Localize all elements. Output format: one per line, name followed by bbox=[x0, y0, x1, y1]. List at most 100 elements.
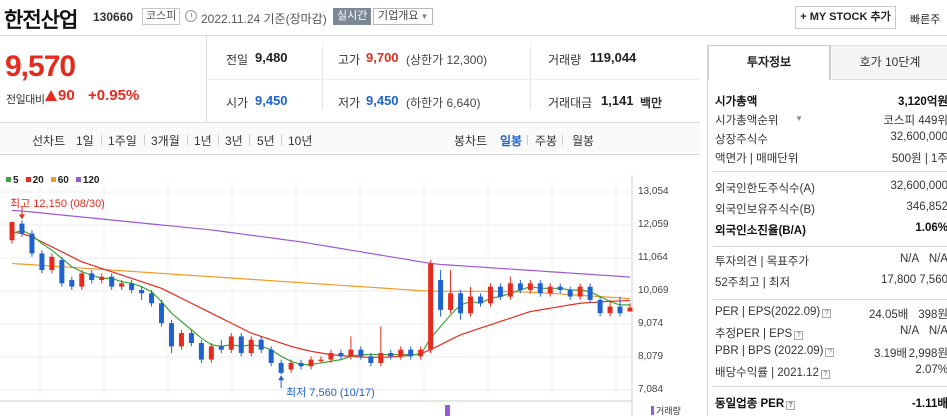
tab-1day[interactable]: 1일 bbox=[76, 134, 94, 148]
candle-body bbox=[89, 273, 95, 281]
ma20-line bbox=[11, 231, 631, 358]
candle-body bbox=[338, 352, 344, 357]
ma120-line bbox=[11, 209, 631, 278]
candle-body bbox=[527, 283, 533, 290]
candle-body bbox=[129, 283, 135, 290]
candle-body bbox=[149, 293, 155, 304]
foreign-row: 외국인보유주식수(B) 346,852 bbox=[713, 201, 947, 220]
stock-code: 130660 bbox=[93, 10, 134, 24]
candle-body bbox=[627, 307, 633, 312]
est-per-value: N/A bbox=[900, 325, 920, 337]
est-per-row: 추정PER | EPS? N/A N/A bbox=[713, 325, 947, 344]
ma60-line bbox=[11, 262, 631, 300]
quick-search-link[interactable]: 빠른주 bbox=[910, 14, 941, 26]
y-tick-label: 11,064 bbox=[638, 252, 668, 263]
candle-body bbox=[288, 362, 294, 370]
tab-monthly[interactable]: 월봉 bbox=[572, 134, 595, 148]
opinion-label: 투자의견 bbox=[715, 256, 758, 268]
info-label: 시가총액 bbox=[715, 96, 758, 108]
candle-body bbox=[218, 346, 224, 350]
tab-weekly[interactable]: 주봉 bbox=[535, 134, 558, 148]
candle-body bbox=[99, 276, 105, 281]
foreign-label: 외국인소진율(B/A) bbox=[715, 225, 806, 237]
candle-body bbox=[428, 263, 434, 350]
candle-body bbox=[398, 349, 404, 357]
help-icon[interactable]: ? bbox=[794, 331, 804, 340]
tab-daily[interactable]: 일봉 bbox=[500, 134, 523, 148]
info-label: 시가총액순위 bbox=[715, 115, 779, 127]
open-value: 9,450 bbox=[255, 93, 288, 108]
target-label: 목표주가 bbox=[766, 256, 810, 268]
candle-body bbox=[318, 359, 324, 362]
legend-label: 20 bbox=[32, 175, 44, 186]
high-marker-arrow bbox=[18, 214, 25, 220]
prev-value: 9,480 bbox=[255, 50, 288, 65]
tab-3month[interactable]: 3개월 bbox=[151, 134, 180, 148]
eps-value: 398원 bbox=[918, 309, 947, 321]
candle-body bbox=[378, 352, 384, 363]
candle-body bbox=[79, 273, 85, 287]
info-row: 액면가 | 매매단위 500원 | 1주 bbox=[713, 150, 947, 169]
sector-per-row: 동일업종 PER? -1.11배 bbox=[713, 395, 947, 414]
volume-value: 119,044 bbox=[590, 50, 637, 65]
chart-period-tabs: 선차트 1일 1주일 3개월 1년 3년 5년 10년 봉차트 일봉 주봉 월봉 bbox=[0, 122, 700, 155]
low-label: 저가 bbox=[338, 96, 361, 110]
low-value: 9,450 bbox=[366, 93, 399, 108]
legend-swatch bbox=[75, 177, 81, 182]
info-row: 상장주식수 32,600,000 bbox=[713, 131, 947, 150]
candle-body bbox=[547, 286, 553, 294]
divider bbox=[527, 135, 528, 145]
divider bbox=[322, 46, 323, 110]
candle-body bbox=[567, 289, 573, 297]
high-annotation: 최고 12,150 (08/30) bbox=[10, 198, 105, 210]
company-overview-button[interactable]: 기업개요 ▼ bbox=[373, 8, 434, 25]
legend-item-ma60[interactable]: 60 bbox=[50, 175, 69, 186]
week52-high: 17,800 bbox=[881, 274, 917, 286]
sector-per-label: 동일업종 PER bbox=[715, 398, 785, 410]
investment-info-panel: 투자정보 호가 10단계 투자의견 | 목표주가 N/A N/A 52주최고 |… bbox=[707, 45, 947, 416]
foreign-label: 외국인한도주식수(A) bbox=[715, 183, 815, 195]
company-overview-label: 기업개요 bbox=[378, 10, 419, 22]
candle-body bbox=[388, 352, 394, 357]
y-tick-label: 10,069 bbox=[638, 285, 669, 296]
up-arrow-icon bbox=[45, 90, 57, 101]
tab-1week[interactable]: 1주일 bbox=[108, 134, 137, 148]
legend-label: 120 bbox=[82, 175, 100, 186]
est-eps-value: N/A bbox=[928, 325, 947, 337]
tab-investment-info[interactable]: 투자정보 bbox=[708, 45, 830, 80]
amount-label: 거래대금 bbox=[548, 96, 593, 110]
help-icon[interactable]: ? bbox=[822, 309, 832, 318]
candle-body bbox=[557, 286, 563, 290]
foreign-label: 외국인보유주식수(B) bbox=[715, 204, 815, 216]
divider bbox=[249, 135, 250, 145]
help-icon[interactable]: ? bbox=[820, 370, 830, 379]
legend-item-ma20[interactable]: 20 bbox=[25, 175, 44, 186]
tab-orderbook-10[interactable]: 호가 10단계 bbox=[830, 45, 947, 80]
tab-10year[interactable]: 10년 bbox=[288, 134, 313, 148]
candle-body bbox=[19, 223, 25, 234]
volume-legend: 거래량 bbox=[651, 404, 681, 416]
help-icon[interactable]: ? bbox=[786, 401, 796, 410]
legend-item-ma5[interactable]: 5 bbox=[6, 175, 19, 186]
base-date: 2022.11.24 기준(장마감) bbox=[201, 12, 327, 26]
candle-body bbox=[517, 283, 523, 290]
divider bbox=[530, 46, 531, 110]
tab-5year[interactable]: 5년 bbox=[257, 134, 275, 148]
sector-per-value: -1.11배 bbox=[911, 398, 947, 410]
tab-3year[interactable]: 3년 bbox=[225, 134, 243, 148]
info-value: 500원 | 1주 bbox=[891, 153, 947, 165]
legend-item-ma120[interactable]: 120 bbox=[75, 175, 100, 186]
candle-body bbox=[119, 283, 125, 287]
chevron-down-icon: ▼ bbox=[420, 12, 429, 21]
chevron-down-icon[interactable]: ▼ bbox=[795, 114, 803, 123]
realtime-button[interactable]: 실시간 bbox=[333, 8, 372, 25]
candle-body bbox=[308, 359, 314, 367]
divider bbox=[281, 135, 282, 145]
tab-1year[interactable]: 1년 bbox=[194, 134, 212, 148]
add-my-stock-button[interactable]: + MY STOCK 추가 bbox=[795, 6, 896, 29]
help-icon[interactable]: ? bbox=[825, 348, 835, 357]
info-label: 상장주식수 bbox=[715, 134, 768, 146]
candle-body bbox=[49, 256, 55, 271]
week52-label: 52주최고 | 최저 bbox=[715, 277, 791, 289]
change-value: 90 bbox=[58, 87, 75, 104]
